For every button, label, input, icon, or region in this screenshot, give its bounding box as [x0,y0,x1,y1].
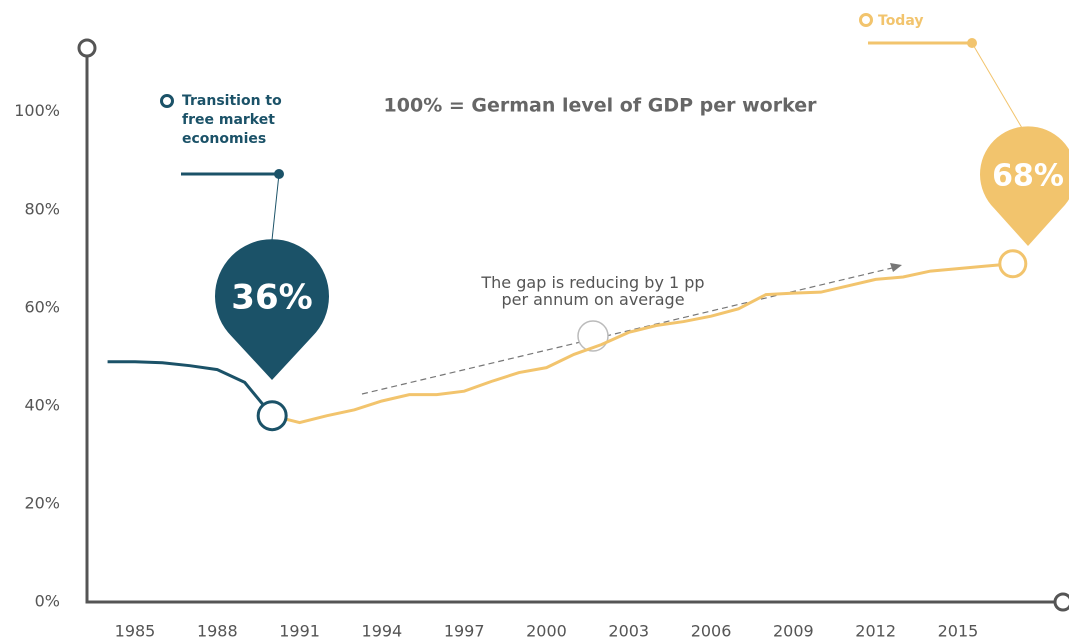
x-tick-label: 2006 [691,622,732,641]
callout-label: 68% [992,159,1064,194]
y-tick-label: 100% [14,101,60,120]
callout-label: 36% [231,278,312,318]
leader [971,42,1023,129]
arrow-head [890,263,902,272]
y-tick-label: 20% [24,493,60,512]
x-tick-label: 1985 [115,622,156,641]
legend-label: Transition to free market economies [182,93,282,147]
x-tick-label: 1988 [197,622,238,641]
callout-bubble [980,126,1069,246]
y-tick-label: 40% [24,395,60,414]
chart-title: 100% = German level of GDP per worker [384,95,818,117]
legend-label: Today [878,13,923,29]
legend-marker [160,94,174,108]
x-tick-label: 1991 [279,622,320,641]
legend-marker [859,13,873,27]
annotation: The gap is reducing by 1 pp per annum on … [480,273,704,309]
leader-dot [967,38,977,48]
leader-dot [274,169,284,179]
x-tick-label: 2003 [608,622,649,641]
x-tick-label: 1997 [444,622,485,641]
x-tick-label: 1994 [362,622,403,641]
series-line [107,360,274,417]
point-marker [998,249,1028,279]
y-tick-label: 80% [24,199,60,218]
y-tick-label: 0% [35,592,60,611]
point-marker [256,400,288,432]
axes [85,56,1055,604]
x-tick-label: 2015 [938,622,979,641]
x-tick-label: 2012 [855,622,896,641]
leader [271,173,280,241]
series-line [271,262,1013,425]
trend-arrow [361,267,893,395]
axis-end [1053,592,1069,612]
callout-bubble [214,239,329,380]
y-tick-label: 60% [24,297,60,316]
x-tick-label: 2000 [526,622,567,641]
x-tick-label: 2009 [773,622,814,641]
axis-end [77,38,97,58]
